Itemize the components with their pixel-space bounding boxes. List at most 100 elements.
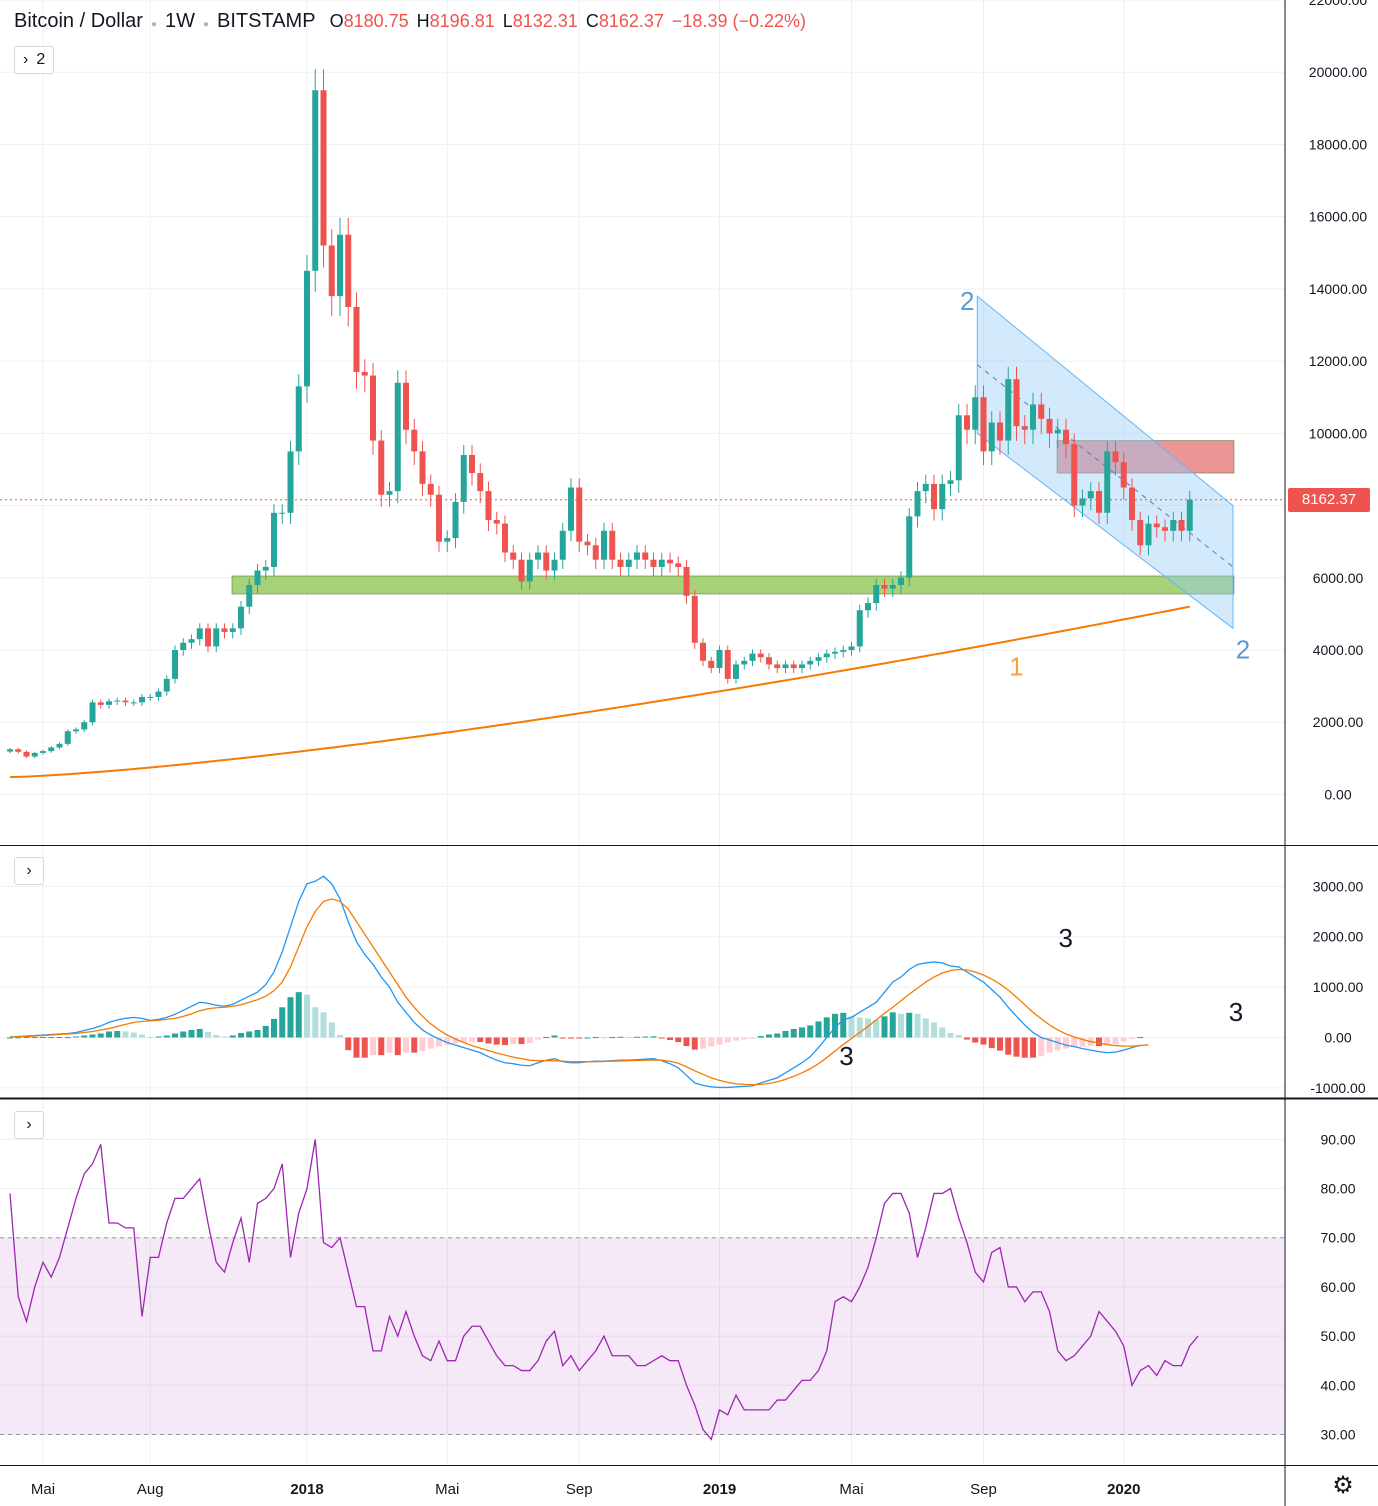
macd-annotation: 3 [1229,997,1243,1027]
macd-histogram-bar [865,1018,871,1038]
candle-body [31,752,38,757]
macd-histogram-bar [106,1031,112,1038]
macd-histogram-bar [881,1016,888,1038]
candle-body [444,538,451,542]
channel-bottom-label: 2 [1236,634,1250,664]
macd-histogram-bar [584,1037,591,1039]
candle-body [609,530,616,560]
candle-body [246,585,253,607]
macd-histogram-bar [691,1037,698,1050]
macd-pane-toggle-button[interactable]: › [14,857,44,885]
low-value: 8132.31 [512,11,578,31]
candle-body [650,559,657,567]
macd-histogram-bar [642,1036,649,1038]
candle-body [345,234,352,307]
rsi-band [0,1237,1285,1435]
macd-histogram-bar [650,1036,657,1038]
candle-body [642,552,649,560]
candle-body [1021,426,1028,430]
candle-body [1178,520,1185,531]
macd-histogram-bar [353,1037,360,1058]
macd-histogram-bar [328,1022,335,1038]
macd-histogram-bar [906,1012,913,1038]
low-label: L [502,11,513,31]
macd-line [9,875,1141,1089]
candle-body [287,451,294,513]
candle-body [947,480,954,484]
candle-body [196,628,203,640]
candle-body [510,552,517,560]
rsi-axis-tick-label: 90.00 [1320,1131,1355,1147]
macd-histogram-bar [914,1013,921,1038]
price-axis-tick-label: 4000.00 [1313,642,1364,658]
macd-histogram-bar [617,1036,624,1038]
macd-histogram-bar [576,1037,583,1039]
macd-histogram-bar [7,1037,13,1039]
price-axis-tick-label: 22000.00 [1309,0,1368,8]
price-axis-tick-label: 6000.00 [1313,570,1364,586]
candle-body [238,606,244,629]
high-value: 8196.81 [429,11,495,31]
candle-body [766,657,772,665]
macd-histogram-bar [320,1012,327,1038]
time-axis-label: Mai [31,1481,55,1498]
candle-body [634,552,640,560]
macd-histogram-bar [955,1035,962,1038]
candle-body [262,566,269,571]
interval-label[interactable]: 1W [164,10,195,32]
macd-histogram-bar [559,1037,566,1039]
candle-body [1162,527,1168,531]
indicators-toggle-button[interactable]: › 2 [14,46,55,74]
rsi-pane-toggle-button[interactable]: › [14,1111,44,1139]
time-axis-label: 2020 [1107,1481,1140,1498]
settings-gear-icon[interactable]: ⚙ [1332,1471,1354,1499]
moving-average-line [9,605,1190,779]
macd-histogram-bar [419,1037,426,1052]
macd-histogram-bar [774,1033,781,1038]
price-axis-tick-label: 0.00 [1324,786,1351,802]
macd-histogram-bar [840,1012,847,1038]
macd-histogram-bar [130,1032,137,1038]
candle-body [114,700,121,702]
close-label: C [585,11,599,31]
macd-histogram-bar [634,1036,640,1038]
candle-body [188,639,195,643]
macd-histogram-bar [856,1017,863,1038]
close-value: 8162.37 [598,11,664,31]
indicator-count: 2 [36,51,46,68]
candle-body [931,483,937,510]
candle-body [708,660,715,669]
candle-body [1054,429,1061,434]
candle-body [1096,491,1102,513]
macd-histogram-bar [502,1037,508,1046]
candle-body [221,628,228,632]
candle-body [601,530,607,560]
candle-body [774,664,781,669]
candle-body [394,382,401,492]
symbol-name[interactable]: Bitcoin / Dollar [14,10,143,32]
macd-histogram-bar [543,1037,550,1039]
change-value: −18.39 (−0.22%) [671,11,807,31]
ma-label: 1 [1009,651,1023,681]
macd-histogram-bar [526,1037,533,1044]
candle-body [848,646,855,650]
macd-axis-tick-label: 1000.00 [1313,979,1364,995]
candle-body [1120,462,1127,488]
candle-body [1087,491,1094,499]
candle-body [955,415,962,481]
macd-histogram-bar [378,1037,385,1056]
candle-body [675,563,682,567]
candle-body [700,642,706,661]
macd-histogram-bar [444,1037,451,1046]
macd-histogram-bar [205,1031,211,1038]
time-axis-label: 2018 [290,1481,323,1498]
high-label: H [416,11,430,31]
time-axis-label: Mai [839,1481,863,1498]
candle-body [922,483,929,492]
macd-histogram-bar [64,1037,71,1039]
time-axis-label: Aug [137,1481,164,1498]
candle-body [172,650,178,679]
candle-body [881,585,888,589]
candle-body [551,559,558,571]
